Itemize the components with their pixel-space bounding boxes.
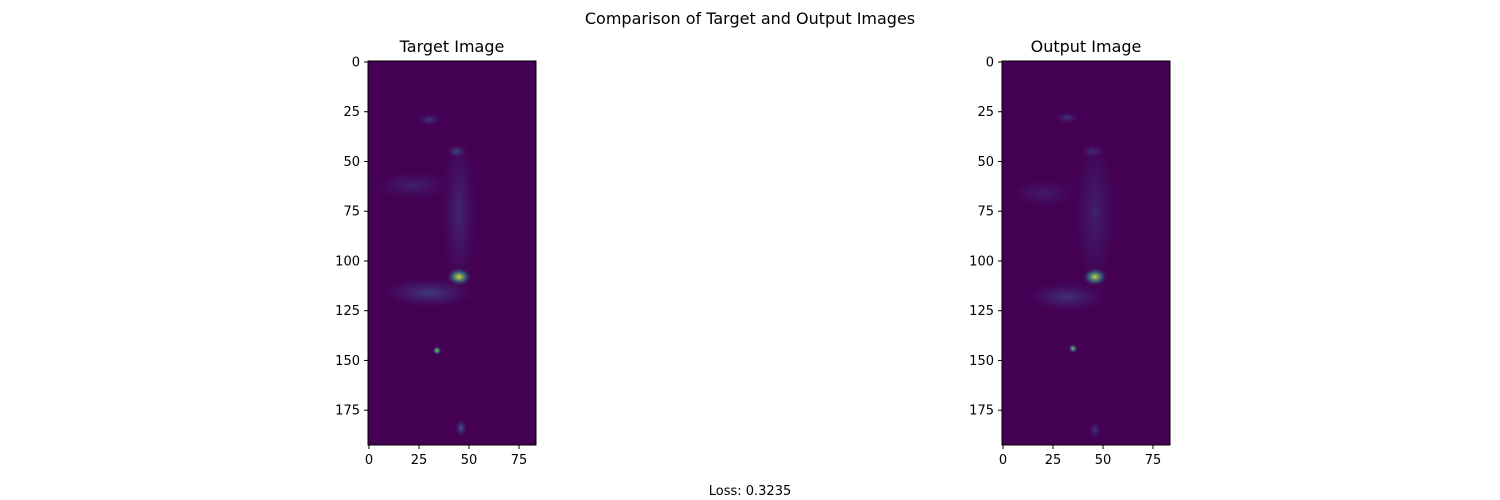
y-tick-label: 175 [969,404,994,419]
y-tick-label: 50 [977,155,994,170]
output-image-title: Output Image [1031,37,1142,56]
y-tick-label: 0 [986,55,994,70]
y-tick-label: 75 [343,205,360,220]
y-tick-label: 150 [335,354,360,369]
heatmap-feature [1004,177,1082,210]
x-tick-label: 50 [1095,453,1112,468]
loss-label: Loss: 0.3235 [709,484,792,499]
plot-frame [1001,60,1171,446]
plot-frame [367,60,537,446]
y-tick-label: 175 [335,404,360,419]
figure-title: Comparison of Target and Output Images [585,9,915,28]
heatmap-feature [1082,267,1108,287]
target-image-axes: 0 25 50 75 0 25 50 75 100 125 150 175 [335,55,537,468]
y-tick-label: 150 [969,354,994,369]
heatmap-feature [1068,343,1078,354]
y-tick-label: 75 [977,205,994,220]
x-tick-label: 75 [1145,453,1162,468]
x-tick-label: 0 [999,453,1007,468]
heatmap-feature [368,169,458,202]
y-tick-label: 125 [969,304,994,319]
heatmap-feature [416,113,442,127]
y-tick-label: 25 [977,105,994,120]
y-tick-label: 50 [343,155,360,170]
y-tick-label: 0 [352,55,360,70]
output-image-axes: 0 25 50 75 0 25 50 75 100 125 150 175 [969,55,1171,468]
x-tick-label: 0 [365,453,373,468]
heatmap-feature [1022,280,1112,313]
output-image-panel: Output Image 0 25 50 75 0 25 50 75 100 125 150 175 [969,37,1171,468]
x-tick-label: 75 [511,453,528,468]
heatmap-feature [439,122,479,301]
heatmap-feature [432,345,442,356]
y-tick-label: 100 [969,254,994,269]
target-image-heatmap [368,61,536,445]
heatmap-feature [1054,111,1080,125]
x-tick-label: 25 [411,453,428,468]
x-tick-label: 50 [461,453,478,468]
heatmap-feature [1072,122,1118,301]
y-tick-label: 125 [335,304,360,319]
target-image-title: Target Image [399,37,505,56]
output-image-heatmap [1002,61,1170,445]
heatmap-feature [454,418,468,438]
y-tick-label: 100 [335,254,360,269]
heatmap-feature [1088,420,1102,440]
target-image-panel: Target Image 0 25 50 75 0 25 50 75 100 125 150 175 [335,37,537,468]
x-tick-label: 25 [1045,453,1062,468]
y-tick-label: 25 [343,105,360,120]
heatmap-feature [377,276,481,309]
